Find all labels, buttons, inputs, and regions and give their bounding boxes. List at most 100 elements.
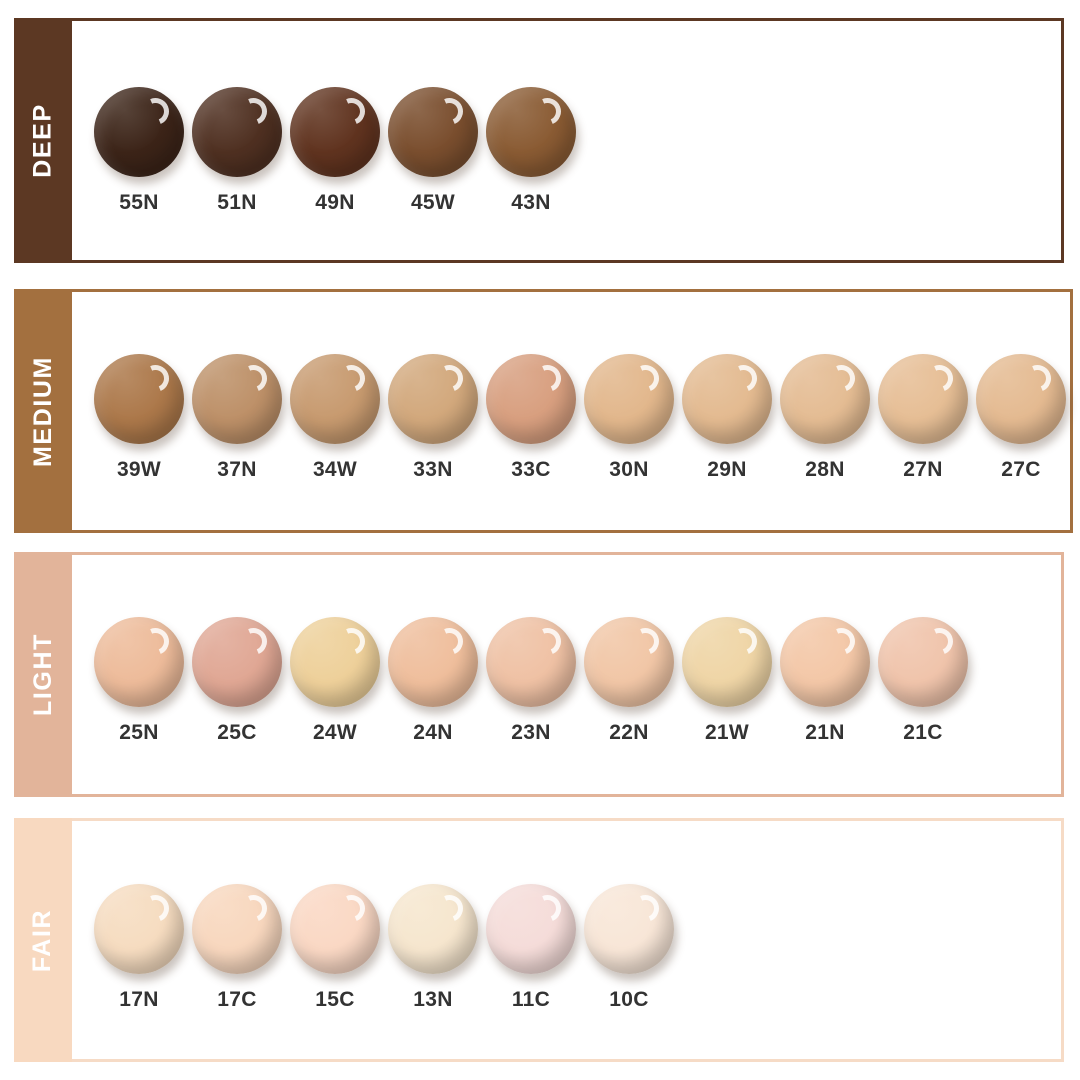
swatch-shade-code: 24W: [312, 721, 358, 744]
swatch-color-dot[interactable]: [290, 617, 380, 707]
swatch-gloss-highlight-icon: [431, 93, 468, 130]
swatch-item[interactable]: 24N: [384, 617, 482, 745]
swatch-shade-code: 17C: [217, 988, 257, 1011]
swatch-color-dot[interactable]: [976, 354, 1066, 444]
swatch-item[interactable]: 27C: [972, 354, 1070, 482]
shade-swatch-panel-fair: 17N 17C 15C 13N 11C 10C: [72, 818, 1064, 1062]
shade-swatch-panel-deep: 55N 51N 49N 45W 43N: [72, 18, 1064, 263]
swatch-item[interactable]: 29N: [678, 354, 776, 482]
swatch-color-dot[interactable]: [780, 617, 870, 707]
swatch-color-dot[interactable]: [486, 87, 576, 177]
swatch-item[interactable]: 55N: [90, 87, 188, 215]
swatch-item[interactable]: 51N: [188, 87, 286, 215]
swatch-item[interactable]: 39W: [90, 354, 188, 482]
swatch-item[interactable]: 10C: [580, 884, 678, 1012]
swatch-shade-code: 21W: [704, 721, 750, 744]
swatch-color-dot[interactable]: [584, 884, 674, 974]
swatch-color-dot[interactable]: [94, 87, 184, 177]
swatch-shade-code: 43N: [511, 191, 551, 214]
swatch-color-dot[interactable]: [94, 617, 184, 707]
swatch-gloss-highlight-icon: [529, 360, 566, 397]
shade-family-tab-medium[interactable]: MEDIUM: [14, 289, 72, 533]
swatch-gloss-highlight-icon: [137, 93, 174, 130]
swatch-gloss-highlight-icon: [529, 890, 566, 927]
swatch-gloss-highlight-icon: [431, 623, 468, 660]
swatch-color-dot[interactable]: [388, 617, 478, 707]
swatch-shade-code: 29N: [707, 458, 747, 481]
swatch-item[interactable]: 37N: [188, 354, 286, 482]
swatch-item[interactable]: 17N: [90, 884, 188, 1012]
swatch-color-dot[interactable]: [192, 354, 282, 444]
swatch-color-dot[interactable]: [878, 354, 968, 444]
swatch-item[interactable]: 15C: [286, 884, 384, 1012]
shade-family-label: DEEP: [28, 103, 57, 178]
swatch-color-dot[interactable]: [192, 884, 282, 974]
swatch-item[interactable]: 33C: [482, 354, 580, 482]
swatch-color-dot[interactable]: [584, 617, 674, 707]
swatch-shade-code: 49N: [315, 191, 355, 214]
swatch-gloss-highlight-icon: [431, 890, 468, 927]
swatch-item[interactable]: 45W: [384, 87, 482, 215]
shade-family-tab-fair[interactable]: FAIR: [14, 818, 72, 1062]
swatch-color-dot[interactable]: [192, 87, 282, 177]
swatch-gloss-highlight-icon: [431, 360, 468, 397]
swatch-gloss-highlight-icon: [725, 360, 762, 397]
swatch-color-dot[interactable]: [486, 617, 576, 707]
swatch-shade-code: 33C: [511, 458, 551, 481]
swatch-color-dot[interactable]: [388, 354, 478, 444]
swatch-item[interactable]: 33N: [384, 354, 482, 482]
swatch-gloss-highlight-icon: [823, 360, 860, 397]
swatch-gloss-highlight-icon: [333, 360, 370, 397]
swatch-item[interactable]: 24W: [286, 617, 384, 745]
swatch-shade-code: 55N: [119, 191, 159, 214]
swatch-item[interactable]: 21N: [776, 617, 874, 745]
swatch-gloss-highlight-icon: [823, 623, 860, 660]
swatch-item[interactable]: 25C: [188, 617, 286, 745]
swatch-item[interactable]: 21W: [678, 617, 776, 745]
swatch-item[interactable]: 43N: [482, 87, 580, 215]
swatch-shade-code: 33N: [413, 458, 453, 481]
swatch-item[interactable]: 22N: [580, 617, 678, 745]
swatch-gloss-highlight-icon: [529, 93, 566, 130]
swatch-shade-code: 21N: [805, 721, 845, 744]
swatch-color-dot[interactable]: [94, 354, 184, 444]
swatch-item[interactable]: 13N: [384, 884, 482, 1012]
swatch-item[interactable]: 21C: [874, 617, 972, 745]
swatch-strip: 55N 51N 49N 45W 43N: [72, 21, 1061, 215]
swatch-item[interactable]: 23N: [482, 617, 580, 745]
swatch-color-dot[interactable]: [780, 354, 870, 444]
swatch-color-dot[interactable]: [290, 354, 380, 444]
swatch-item[interactable]: 11C: [482, 884, 580, 1012]
swatch-color-dot[interactable]: [584, 354, 674, 444]
swatch-color-dot[interactable]: [94, 884, 184, 974]
swatch-gloss-highlight-icon: [137, 360, 174, 397]
shade-family-label: MEDIUM: [28, 355, 57, 467]
swatch-item[interactable]: 28N: [776, 354, 874, 482]
shade-family-row-light: LIGHT 25N 25C 24W 24N 23N 22N 21W 21N 21C: [14, 552, 1064, 797]
swatch-item[interactable]: 49N: [286, 87, 384, 215]
swatch-color-dot[interactable]: [290, 884, 380, 974]
shade-family-tab-deep[interactable]: DEEP: [14, 18, 72, 263]
swatch-gloss-highlight-icon: [235, 93, 272, 130]
swatch-color-dot[interactable]: [192, 617, 282, 707]
swatch-item[interactable]: 34W: [286, 354, 384, 482]
swatch-gloss-highlight-icon: [1019, 360, 1056, 397]
swatch-color-dot[interactable]: [290, 87, 380, 177]
swatch-item[interactable]: 25N: [90, 617, 188, 745]
shade-family-tab-light[interactable]: LIGHT: [14, 552, 72, 797]
swatch-color-dot[interactable]: [682, 617, 772, 707]
swatch-color-dot[interactable]: [878, 617, 968, 707]
swatch-gloss-highlight-icon: [235, 360, 272, 397]
swatch-item[interactable]: 27N: [874, 354, 972, 482]
swatch-color-dot[interactable]: [388, 884, 478, 974]
swatch-item[interactable]: 30N: [580, 354, 678, 482]
swatch-color-dot[interactable]: [486, 354, 576, 444]
swatch-gloss-highlight-icon: [725, 623, 762, 660]
swatch-color-dot[interactable]: [486, 884, 576, 974]
swatch-gloss-highlight-icon: [627, 890, 664, 927]
swatch-item[interactable]: 17C: [188, 884, 286, 1012]
swatch-color-dot[interactable]: [388, 87, 478, 177]
swatch-shade-code: 34W: [312, 458, 358, 481]
swatch-color-dot[interactable]: [682, 354, 772, 444]
swatch-strip: 25N 25C 24W 24N 23N 22N 21W 21N 21C: [72, 555, 1061, 745]
